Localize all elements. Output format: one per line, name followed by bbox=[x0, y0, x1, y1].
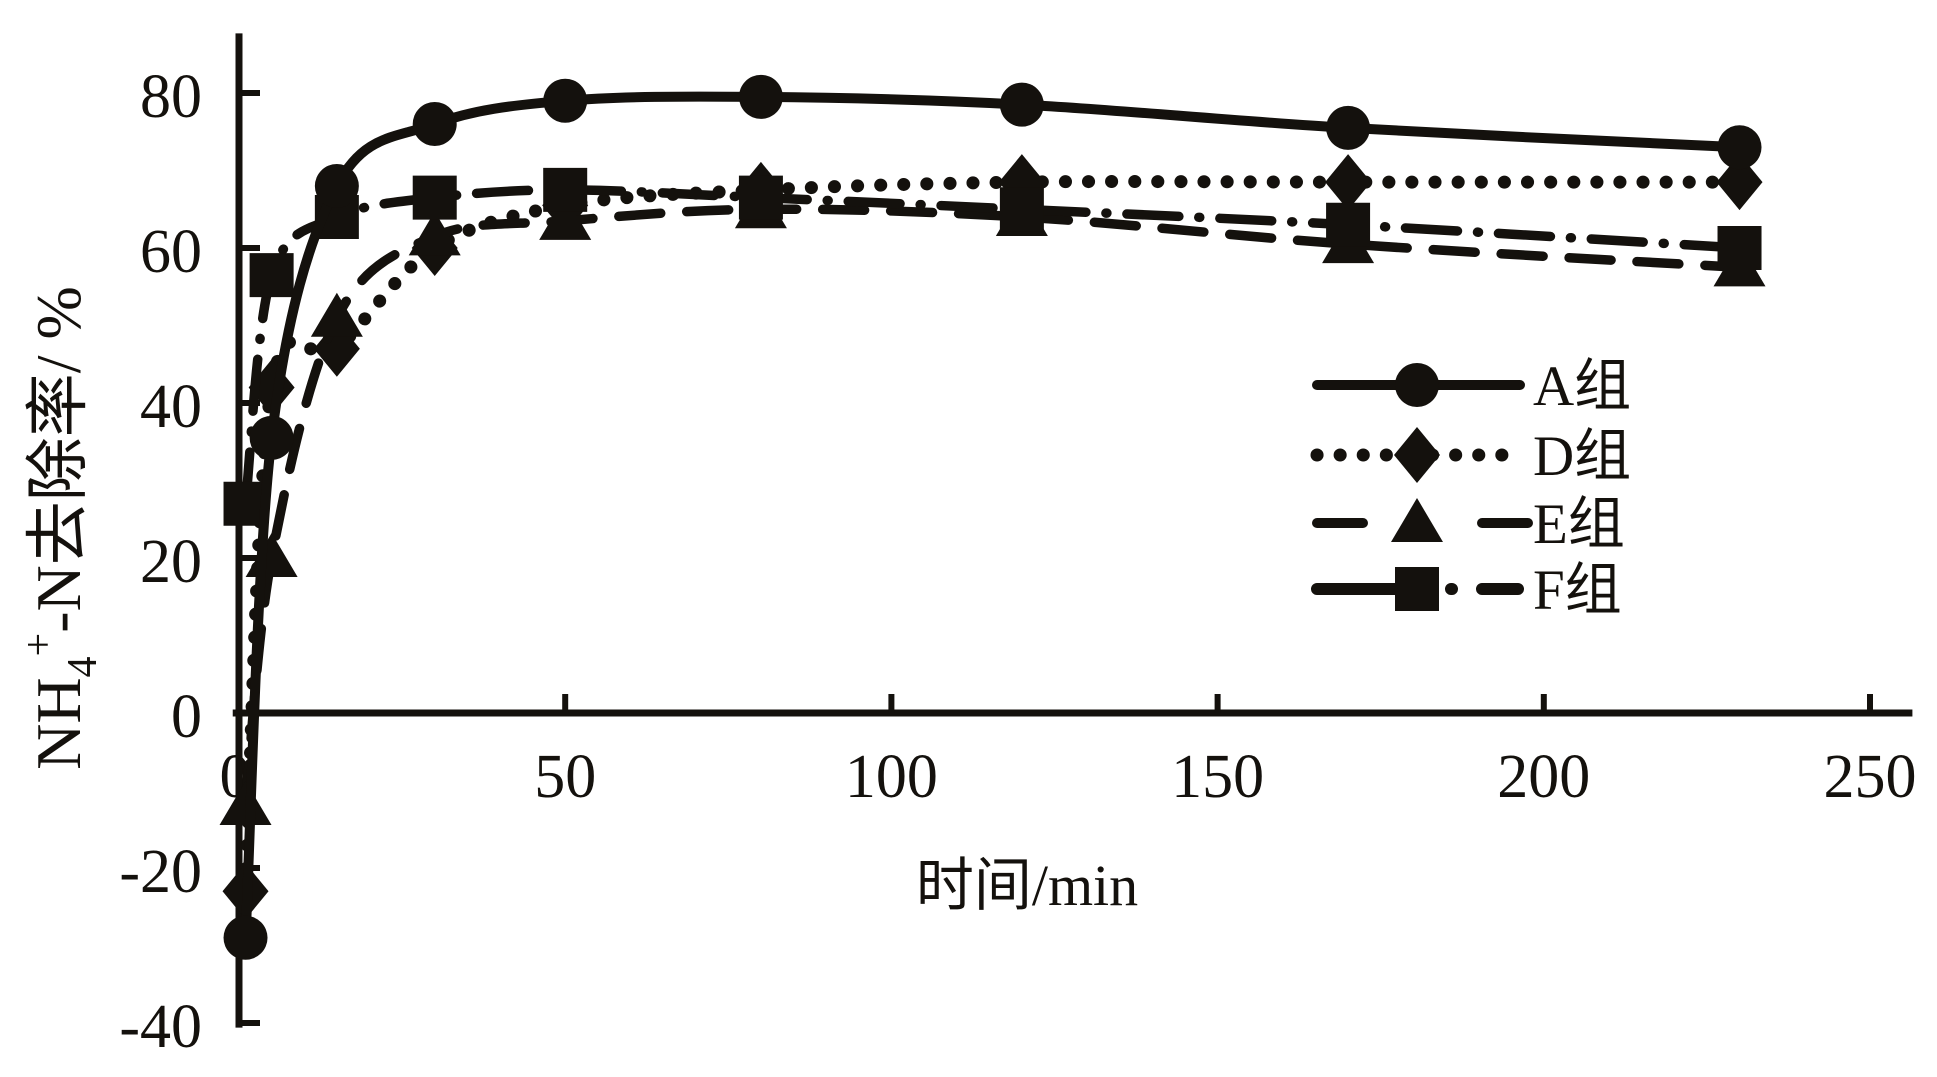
data-point-diamond bbox=[1325, 154, 1372, 211]
y-tick-label: 80 bbox=[140, 63, 202, 131]
data-point-circle bbox=[223, 915, 268, 960]
legend-item-A组: A组 bbox=[1312, 355, 1631, 418]
legend-label: A组 bbox=[1533, 355, 1631, 418]
data-point-triangle bbox=[219, 781, 272, 825]
data-point-triangle bbox=[1391, 498, 1443, 542]
data-point-circle bbox=[314, 164, 359, 208]
x-axis-title: 时间/min bbox=[916, 853, 1138, 918]
y-tick-label: -40 bbox=[119, 993, 202, 1061]
data-point-circle bbox=[412, 102, 457, 146]
data-point-square bbox=[999, 187, 1044, 232]
series-line bbox=[240, 185, 1745, 509]
x-tick-label: 100 bbox=[845, 743, 938, 811]
x-tick-label: 150 bbox=[1171, 743, 1264, 811]
series-lines bbox=[219, 74, 1766, 960]
data-point-circle bbox=[543, 78, 588, 123]
data-point-square bbox=[249, 253, 294, 298]
legend-item-D组: D组 bbox=[1310, 425, 1631, 488]
data-point-diamond bbox=[1716, 154, 1763, 211]
data-point-triangle bbox=[310, 292, 363, 337]
series-A组 bbox=[223, 74, 1762, 960]
series-line bbox=[240, 91, 1745, 943]
data-point-diamond bbox=[1394, 427, 1440, 483]
data-point-circle bbox=[999, 82, 1044, 127]
y-tick-label: -20 bbox=[119, 838, 202, 906]
data-point-square bbox=[1326, 202, 1371, 247]
data-point-square bbox=[543, 167, 588, 212]
data-point-square bbox=[738, 175, 783, 220]
y-tick-label: 60 bbox=[140, 218, 202, 286]
data-point-circle bbox=[1326, 105, 1371, 150]
x-tick-label: 200 bbox=[1497, 743, 1590, 811]
data-point-circle bbox=[738, 74, 783, 119]
x-tick-label: 250 bbox=[1824, 743, 1917, 811]
legend-item-F组: F组 bbox=[1311, 559, 1622, 622]
legend-label: E组 bbox=[1533, 493, 1625, 556]
data-point-triangle bbox=[408, 211, 461, 256]
data-point-square bbox=[1717, 226, 1762, 270]
y-tick-label: 0 bbox=[171, 683, 202, 751]
data-point-circle bbox=[1395, 363, 1439, 407]
legend-label: D组 bbox=[1533, 425, 1631, 488]
y-axis-title: NH4+-N去除率/ % bbox=[16, 286, 106, 770]
y-tick-label: 20 bbox=[140, 528, 202, 596]
x-tick-label: 50 bbox=[534, 743, 596, 811]
legend-label: F组 bbox=[1533, 559, 1622, 622]
data-point-square bbox=[1395, 567, 1439, 611]
data-point-triangle bbox=[539, 195, 592, 240]
y-tick-label: 40 bbox=[140, 373, 202, 441]
data-point-square bbox=[412, 175, 457, 220]
data-point-circle bbox=[249, 415, 294, 460]
legend-item-E组: E组 bbox=[1312, 493, 1625, 556]
series-F组 bbox=[223, 167, 1762, 526]
data-point-circle bbox=[1717, 125, 1762, 170]
